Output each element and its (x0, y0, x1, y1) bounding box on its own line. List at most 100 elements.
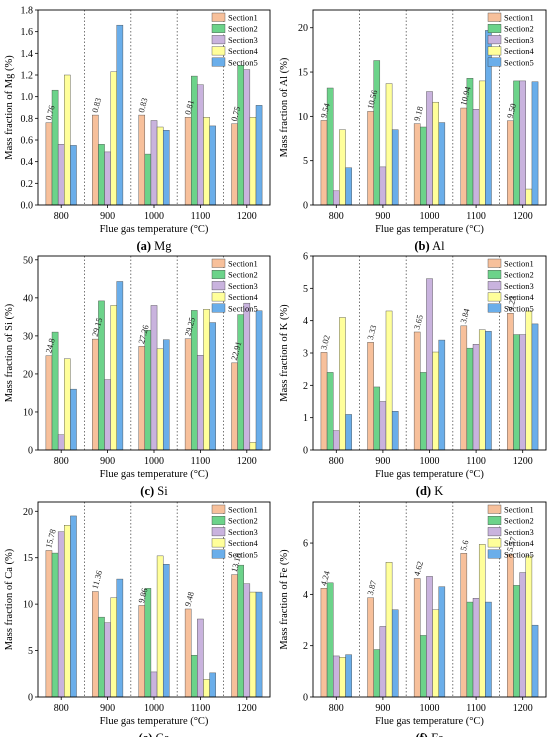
chart-5-ytick-label: 20 (23, 507, 33, 518)
chart-4-legend-swatch-section5 (487, 303, 502, 313)
chart-2-legend-swatch-section1 (487, 12, 502, 22)
chart-2-bar-section3-1000 (426, 91, 433, 206)
chart-6-bar-section5-1000 (438, 586, 446, 698)
chart-6-legend-label-section3: Section3 (504, 527, 534, 537)
chart-1-bar-section3-800 (57, 144, 65, 206)
chart-1-legend-label-section5: Section5 (228, 57, 258, 67)
chart-6-xlabel: Flue gas temperature (°C) (375, 716, 484, 727)
chart-6-bar-section5-1100 (485, 601, 492, 698)
chart-6-legend-swatch-section4 (487, 538, 502, 548)
chart-1-value-label-900: 0.83 (90, 97, 104, 114)
chart-4-bar-section4-1000 (432, 351, 439, 451)
chart-1-bar-section4-1000 (156, 126, 164, 206)
chart-3-bar-section3-800 (57, 434, 65, 451)
chart-6-xtick-label: 1200 (513, 703, 533, 714)
chart-4-bar-section2-1100 (466, 347, 474, 451)
chart-4-ylabel: Mass fraction of K (%) (279, 304, 290, 402)
chart-4-xtick-label: 800 (329, 456, 344, 467)
chart-3-bar-section4-1100 (203, 309, 210, 451)
chart-1-bar-section5-900 (116, 24, 124, 206)
chart-2-bar-section5-1200 (531, 81, 539, 206)
chart-3-caption: (c) Si (140, 484, 168, 498)
chart-1-bar-section4-1200 (249, 117, 257, 206)
chart-1-bar-section5-800 (70, 145, 77, 206)
chart-4-legend-label-section3: Section3 (504, 281, 534, 291)
chart-3-ytick-label: 10 (23, 407, 33, 418)
chart-6-value-label-900: 3.87 (365, 579, 379, 596)
chart-4-caption-element: K (431, 484, 443, 498)
chart-3-value-label-1100: 29.25 (182, 316, 197, 337)
chart-1-legend-label-section1: Section1 (228, 13, 258, 23)
chart-5-bar-section5-1000 (162, 564, 170, 698)
chart-3-caption-element: Si (154, 484, 168, 498)
chart-3-legend-swatch-section5 (211, 303, 226, 313)
chart-2-ylabel: Mass fraction of Al (%) (279, 57, 290, 157)
chart-3: 24.8 29.15 27.26 29.25 22.91 0 10 20 30 40 50 800 90… (4, 255, 271, 498)
chart-2-bar-section3-800 (333, 190, 340, 206)
chart-6-xtick-label: 800 (329, 703, 344, 714)
chart-3-ylabel: Mass fraction of Si (%) (4, 303, 15, 402)
chart-2-value-label-800: 9.54 (318, 101, 332, 119)
chart-3-xtick-label: 1200 (237, 456, 257, 467)
chart-4-bar-section2-1000 (420, 372, 427, 451)
chart-4-bar-section3-800 (333, 430, 340, 451)
chart-5-xtick-label: 900 (100, 703, 115, 714)
chart-6-value-label-1100: 5.6 (458, 539, 470, 552)
chart-5-legend-swatch-section3 (211, 527, 226, 537)
chart-3-legend-swatch-section3 (211, 281, 226, 291)
chart-6-bar-section1-1100 (460, 553, 468, 698)
chart-3-xtick-label: 1000 (144, 456, 164, 467)
chart-6-bar-section2-800 (326, 582, 334, 698)
chart-2-bar-section2-1200 (513, 80, 520, 206)
chart-2-legend-swatch-section3 (487, 35, 502, 45)
chart-1-xlabel: Flue gas temperature (°C) (100, 224, 209, 235)
chart-5-legend-swatch-section2 (211, 516, 226, 525)
chart-4-ytick-label: 1 (303, 413, 308, 424)
chart-3-value-label-1000: 27.26 (136, 324, 151, 345)
chart-6-bar-section2-1200 (513, 585, 520, 698)
chart-3-ytick-label: 40 (23, 293, 33, 304)
chart-5-bar-section3-1000 (150, 671, 158, 698)
chart-4-ytick-label: 2 (303, 381, 308, 392)
chart-1-bar-section4-900 (110, 71, 117, 206)
chart-2-legend-swatch-section2 (487, 24, 502, 33)
chart-2-legend-swatch-section4 (487, 46, 502, 56)
chart-4-legend-label-section4: Section4 (504, 292, 534, 302)
chart-1-value-label-800: 0.76 (43, 104, 57, 121)
chart-6: 4.24 3.87 4.62 5.6 5.57 0 2 4 6 800 900 1000 1100 120… (279, 501, 547, 737)
chart-3-legend-swatch-section2 (211, 270, 226, 279)
chart-2-bar-section1-1200 (507, 120, 514, 206)
chart-6-bar-section1-800 (320, 588, 328, 698)
chart-6-bar-section3-1000 (426, 576, 433, 698)
chart-4-legend-swatch-section3 (487, 281, 502, 291)
chart-1-ytick-label: 1.6 (21, 27, 34, 38)
chart-1-bar-section2-900 (98, 144, 105, 206)
chart-6-legend-label-section2: Section2 (504, 516, 534, 526)
chart-3-bar-section1-800 (45, 355, 53, 451)
chart-5-ylabel: Mass fraction of Ca (%) (4, 548, 15, 650)
chart-5-bar-section3-800 (57, 531, 65, 698)
chart-5-value-label-900: 11.36 (90, 569, 105, 590)
chart-1-ytick-label: 1.8 (21, 6, 34, 17)
chart-4-bar-section1-1000 (413, 331, 421, 451)
chart-3-bar-section5-1200 (255, 310, 263, 451)
chart-2-legend-label-section5: Section5 (504, 57, 534, 67)
chart-5-bar-section3-1200 (243, 583, 251, 698)
chart-6-ylabel: Mass fraction of Fe (%) (279, 549, 290, 650)
chart-1-legend-swatch-section2 (211, 24, 226, 33)
chart-2-xtick-label: 1000 (420, 211, 440, 222)
chart-5-caption: (e) Ca (139, 731, 170, 737)
chart-2-xtick-label: 1200 (513, 211, 533, 222)
chart-6-legend-swatch-section5 (487, 549, 502, 559)
chart-3-xtick-label: 800 (54, 456, 69, 467)
chart-2-value-label-1100: 10.94 (458, 85, 473, 107)
chart-4-ytick-label: 5 (303, 284, 308, 295)
chart-1-bar-section1-900 (92, 114, 99, 206)
chart-5-xtick-label: 1000 (144, 703, 164, 714)
chart-1-bar-section2-1200 (237, 65, 244, 206)
chart-1-xtick-label: 900 (100, 211, 115, 222)
chart-4-bar-section4-1100 (478, 329, 486, 451)
chart-6-bar-section3-800 (333, 655, 340, 698)
chart-4-bar-section2-1200 (513, 334, 520, 451)
